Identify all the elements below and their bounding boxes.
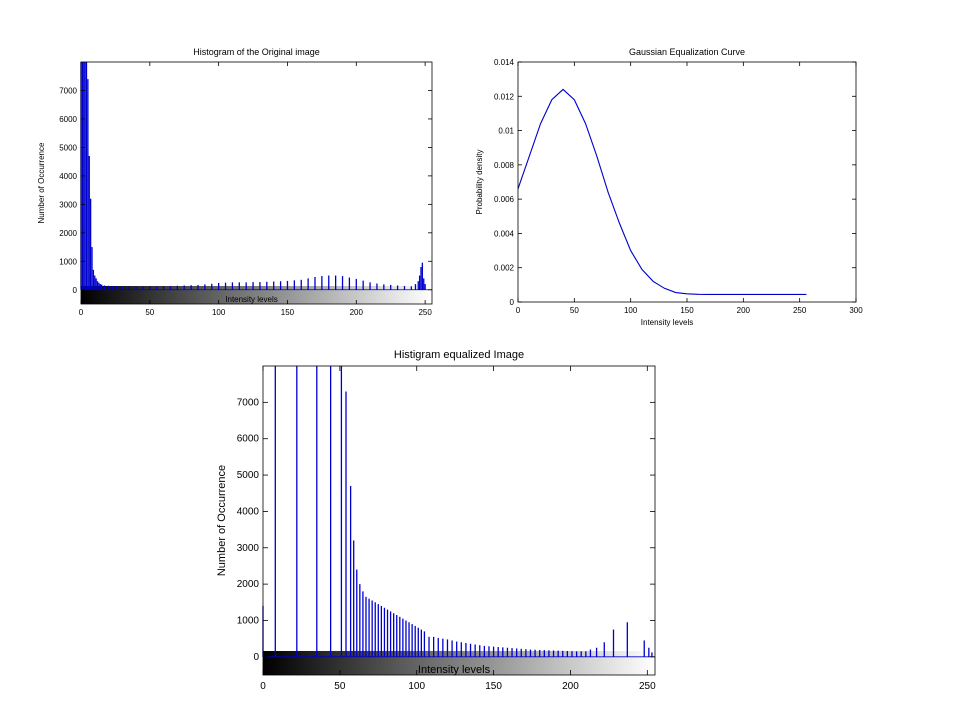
axes-frame (262, 365, 656, 676)
x-tick-label: 150 (680, 306, 694, 315)
y-tick-label: 1000 (237, 615, 260, 626)
y-tick-label: 2000 (237, 579, 260, 590)
x-tick-label: 0 (79, 308, 84, 317)
x-tick-label: 250 (793, 306, 807, 315)
x-tick-label: 100 (624, 306, 638, 315)
y-tick-label: 0.006 (494, 195, 515, 204)
series-line (517, 88, 807, 296)
plot-area (518, 62, 856, 302)
plot-area (263, 366, 655, 675)
x-tick-label: 50 (570, 306, 579, 315)
x-tick-label: 200 (350, 308, 364, 317)
y-tick-label: 4000 (59, 172, 77, 181)
y-tick-label: 0.002 (494, 264, 515, 273)
x-tick-label: 250 (418, 308, 432, 317)
y-tick-label: 7000 (237, 397, 260, 408)
y-tick-label: 3000 (237, 543, 260, 554)
x-tick-label: 150 (485, 681, 502, 692)
x-tick-label: 100 (212, 308, 226, 317)
plot-area (81, 62, 432, 304)
x-tick-label: 50 (145, 308, 154, 317)
y-tick-label: 5000 (59, 143, 77, 152)
chart-title: Gaussian Equalization Curve (629, 47, 745, 57)
y-tick-label: 6000 (237, 434, 260, 445)
x-tick-label: 0 (516, 306, 521, 315)
x-axis-label: Intensity levels (641, 318, 693, 327)
y-tick-label: 4000 (237, 506, 260, 517)
x-tick-label: 200 (737, 306, 751, 315)
gauss-chart: 0 50 100 150 200 250 300 0 0.002 0.004 0.006 0.008 0… (475, 47, 863, 327)
y-axis-label: Probability density (475, 150, 484, 215)
y-tick-label: 0.01 (498, 127, 514, 136)
y-tick-label: 3000 (59, 200, 77, 209)
y-tick-label: 0.004 (494, 229, 515, 238)
y-tick-label: 0 (510, 298, 515, 307)
y-tick-label: 0.012 (494, 92, 515, 101)
y-tick-label: 0.014 (494, 58, 515, 67)
y-tick-label: 6000 (59, 115, 77, 124)
x-axis-label: Intensity levels (225, 295, 277, 304)
x-tick-label: 250 (639, 681, 656, 692)
y-tick-label: 5000 (237, 470, 260, 481)
equal-chart: 0 50 100 150 200 250 0 1000 2000 3000 4000 5000 6000… (216, 349, 656, 692)
y-tick-label: 0 (73, 286, 78, 295)
chart-title: Histigram equalized Image (394, 349, 524, 361)
x-tick-label: 200 (562, 681, 579, 692)
y-tick-label: 7000 (59, 86, 77, 95)
x-tick-label: 300 (849, 306, 863, 315)
chart-title: Histogram of the Original image (193, 47, 320, 57)
y-tick-label: 1000 (59, 257, 77, 266)
y-tick-label: 2000 (59, 229, 77, 238)
y-tick-label: 0 (253, 652, 259, 663)
axes-frame (80, 61, 433, 305)
grayscale-bar (81, 286, 432, 304)
x-tick-label: 50 (334, 681, 346, 692)
y-tick-label: 0.008 (494, 161, 515, 170)
orig-chart: 0 50 100 150 200 250 0 1000 2000 3000 4000 5000 6000… (37, 47, 433, 317)
x-tick-label: 150 (281, 308, 295, 317)
x-tick-label: 0 (260, 681, 266, 692)
grayscale-bar (263, 651, 655, 675)
y-axis-label: Number of Occurrence (216, 465, 228, 576)
x-axis-label: Intensity levels (418, 664, 491, 676)
y-axis-label: Number of Occurrence (37, 142, 46, 223)
x-tick-label: 100 (408, 681, 425, 692)
